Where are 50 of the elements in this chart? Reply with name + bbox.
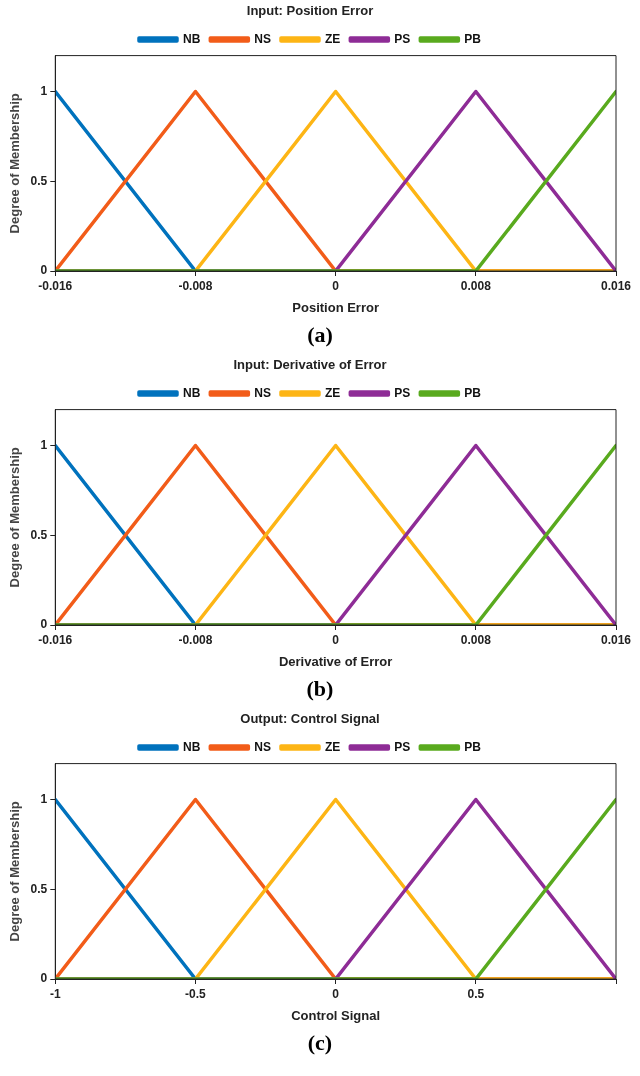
legend-label: ZE (325, 385, 341, 400)
chart-title: Input: Position Error (246, 3, 374, 19)
legend-label: PS (394, 31, 411, 46)
x-tick-label: -1 (49, 986, 61, 1001)
y-axis-title: Degree of Membership (7, 447, 23, 588)
legend-label: NB (182, 739, 201, 754)
y-axis-title: Degree of Membership (7, 93, 23, 234)
x-tick-label: 0.5 (467, 986, 485, 1001)
y-tick-label: 0.5 (30, 173, 48, 188)
x-tick-label: 0.016 (600, 632, 632, 647)
x-tick-label: -0.016 (38, 278, 73, 293)
y-tick-label: 1 (40, 791, 48, 806)
y-tick-label: 0 (40, 617, 48, 632)
y-tick-label: 1 (40, 83, 48, 98)
text: (a) (306, 321, 334, 349)
legend-label: ZE (325, 31, 341, 46)
y-tick-label: 0 (40, 971, 48, 986)
legend-label: ZE (325, 739, 341, 754)
x-axis-title: Derivative of Error (278, 653, 393, 669)
x-axis-title: Position Error (292, 299, 379, 315)
x-tick-label: 0 (332, 986, 340, 1001)
x-tick-label: -0.5 (185, 986, 207, 1001)
y-tick-label: 0.5 (30, 527, 48, 542)
chart-title: Output: Control Signal (240, 711, 380, 727)
legend-label: PB (464, 739, 482, 754)
text: (c) (306, 1029, 334, 1057)
text: (b) (305, 675, 335, 703)
x-tick-label: 0 (332, 278, 340, 293)
x-tick-label: 0.016 (600, 278, 632, 293)
chart-title: Input: Derivative of Error (233, 357, 387, 373)
y-tick-label: 0 (40, 263, 48, 278)
x-tick-label: 0 (332, 632, 340, 647)
legend-label: PB (464, 385, 482, 400)
x-tick-label: 0.008 (460, 632, 492, 647)
y-axis-title: Degree of Membership (7, 801, 23, 942)
legend-label: PB (464, 31, 482, 46)
x-tick-label: -0.008 (178, 278, 213, 293)
legend-label: NS (254, 739, 271, 754)
x-axis-title: Control Signal (291, 1007, 381, 1023)
legend-label: PS (394, 385, 411, 400)
legend-label: NS (254, 31, 271, 46)
x-tick-label: -0.008 (178, 632, 213, 647)
y-tick-label: 0.5 (30, 881, 48, 896)
x-tick-label: 0.008 (460, 278, 492, 293)
y-tick-label: 1 (40, 437, 48, 452)
legend-label: NS (254, 385, 271, 400)
legend-label: PS (394, 739, 411, 754)
legend-label: NB (182, 31, 201, 46)
x-tick-label: -0.016 (38, 632, 73, 647)
legend-label: NB (182, 385, 201, 400)
